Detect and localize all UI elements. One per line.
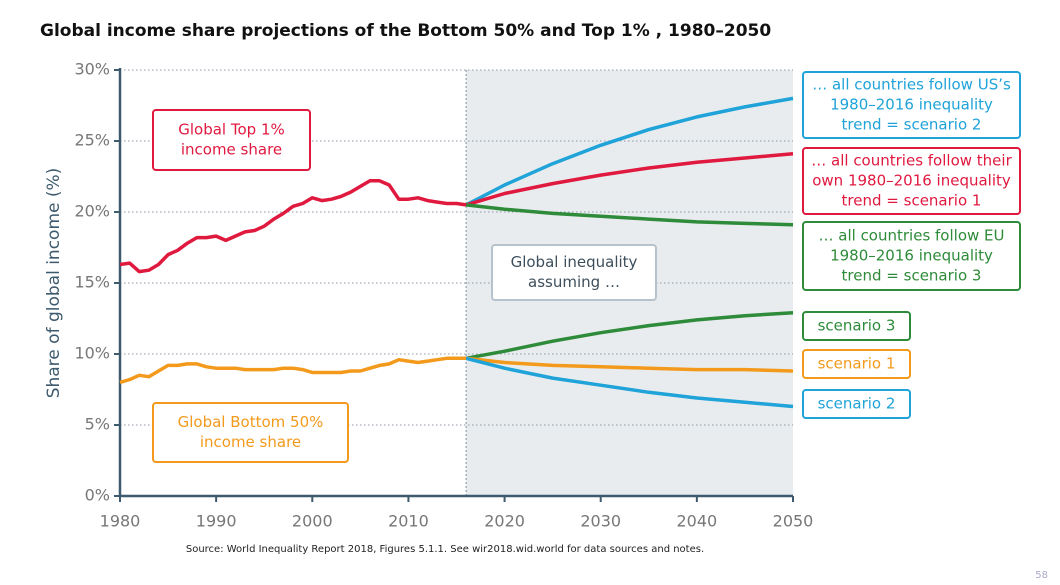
x-tick-label: 2010 (388, 512, 429, 531)
label-box (152, 402, 349, 463)
y-tick-label: 10% (74, 344, 110, 363)
series-line (465, 96, 794, 207)
x-tick-label: 2040 (676, 512, 717, 531)
y-tick-label: 30% (74, 60, 110, 79)
label-text: Global inequality (511, 253, 638, 271)
x-tick-label: 2020 (484, 512, 525, 531)
label-text: Global Bottom 50% (178, 413, 324, 431)
y-tick-label: 0% (85, 486, 110, 505)
label-box (152, 109, 311, 171)
page-number: 58 (1035, 570, 1048, 581)
series-line (465, 356, 794, 373)
x-tick-label: 1990 (196, 512, 237, 531)
label-text: … all countries follow US’s (812, 76, 1011, 94)
label-text: scenario 1 (818, 355, 896, 373)
label-text: scenario 2 (818, 395, 896, 413)
y-tick-label: 15% (74, 273, 110, 292)
x-tick-label: 1980 (100, 512, 141, 531)
label-box (802, 147, 1021, 215)
y-tick-label: 25% (74, 131, 110, 150)
y-tick-label: 20% (74, 202, 110, 221)
y-axis-label: Share of global income (%) (44, 168, 64, 399)
label-box (802, 71, 1021, 139)
y-tick-label: 5% (85, 415, 110, 434)
label-box (802, 349, 911, 379)
series-line (465, 311, 794, 361)
x-tick-label: 2000 (292, 512, 333, 531)
series-line (119, 356, 467, 385)
series-line (119, 179, 467, 274)
label-box (802, 389, 911, 419)
label-text: … all countries follow their (811, 152, 1012, 170)
x-tick-label: 2050 (773, 512, 814, 531)
label-text: income share (200, 433, 301, 451)
source-note: Source: World Inequality Report 2018, Fi… (186, 544, 704, 555)
chart-title: Global income share projections of the B… (40, 21, 771, 41)
label-text: trend = scenario 2 (842, 116, 982, 134)
label-text: trend = scenario 1 (842, 192, 982, 210)
label-text: Global Top 1% (178, 121, 285, 139)
label-text: assuming … (528, 273, 620, 291)
label-text: own 1980–2016 inequality (812, 172, 1011, 190)
label-box (802, 311, 911, 341)
series-line (465, 203, 794, 227)
label-text: … all countries follow EU (819, 227, 1005, 245)
label-box (491, 244, 657, 301)
label-text: income share (181, 141, 282, 159)
series-line (465, 152, 794, 207)
label-text: scenario 3 (818, 317, 896, 335)
label-text: 1980–2016 inequality (830, 96, 993, 114)
x-tick-label: 2030 (580, 512, 621, 531)
label-box (802, 221, 1021, 291)
series-line (465, 356, 794, 409)
label-text: 1980–2016 inequality (830, 247, 993, 265)
label-text: trend = scenario 3 (842, 267, 982, 285)
